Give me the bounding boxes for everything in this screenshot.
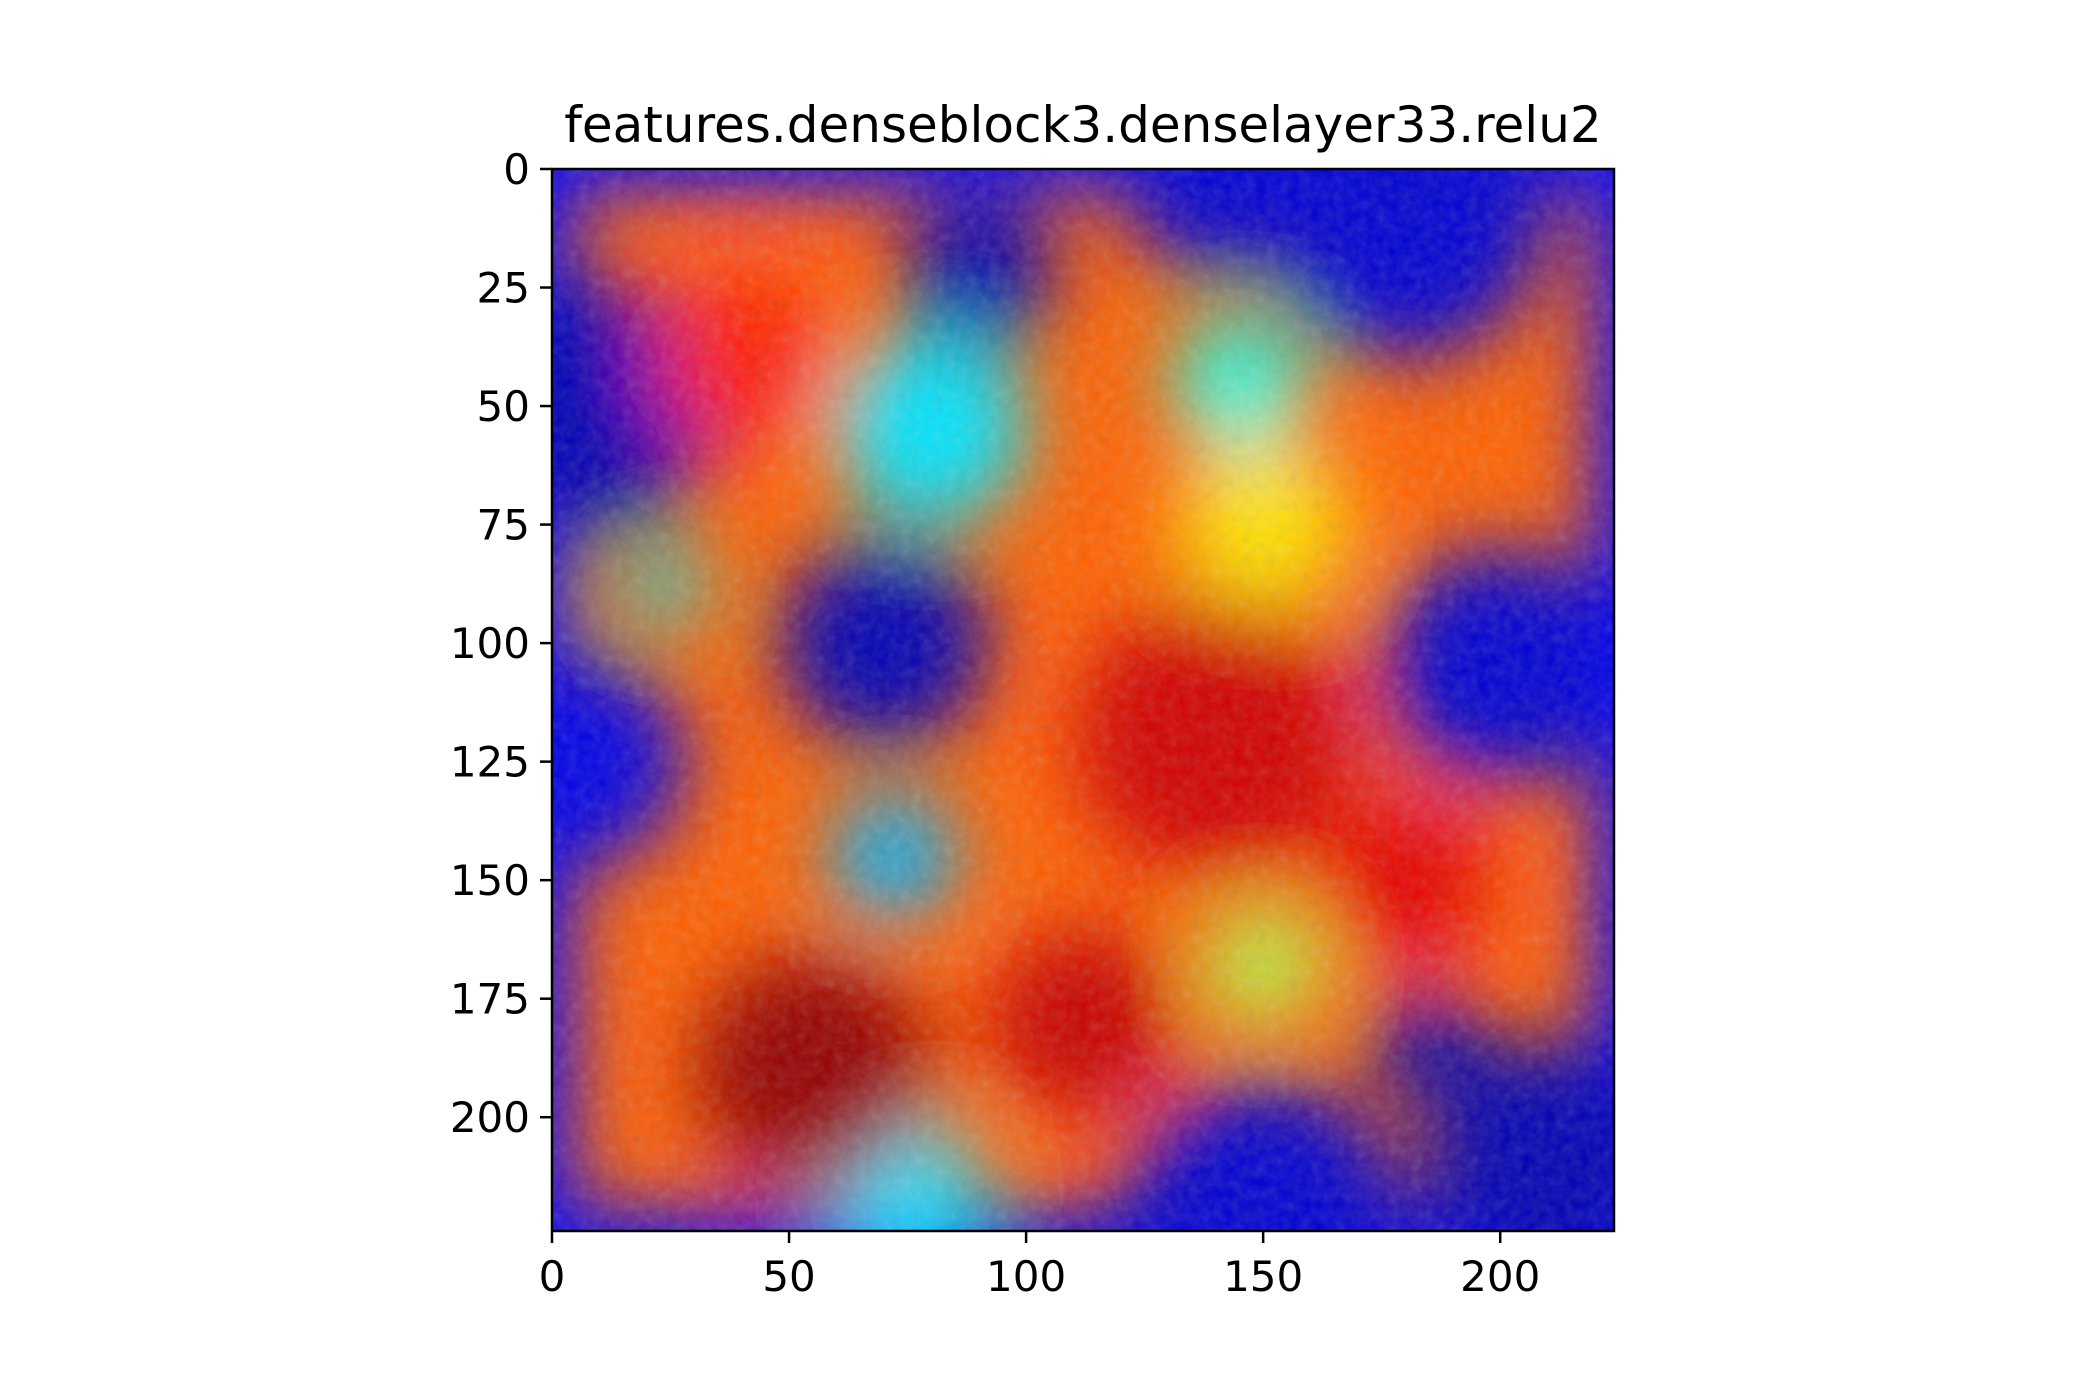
y-axis: 0 25 50 75 100 125 150 175 200 [450,145,552,1142]
x-tick-label: 50 [762,1252,815,1301]
y-tick-label: 0 [503,145,530,194]
chart-title: features.denseblock3.denselayer33.relu2 [564,96,1601,154]
x-tick-label: 100 [986,1252,1066,1301]
axes-frame [550,167,1616,1233]
y-tick-label: 175 [450,975,530,1024]
plot-area [552,169,1614,1231]
y-tick-label: 100 [450,619,530,668]
y-tick-label: 25 [477,264,530,313]
y-tick-label: 125 [450,738,530,787]
y-tick-label: 200 [450,1093,530,1142]
y-tick-label: 150 [450,856,530,905]
y-tick-label: 75 [477,501,530,550]
x-tick-label: 0 [539,1252,566,1301]
y-tick-label: 50 [477,382,530,431]
x-tick-label: 150 [1223,1252,1303,1301]
photo-texture [552,169,1614,1231]
x-tick-label: 200 [1460,1252,1540,1301]
x-axis: 0 50 100 150 200 [539,1231,1540,1301]
